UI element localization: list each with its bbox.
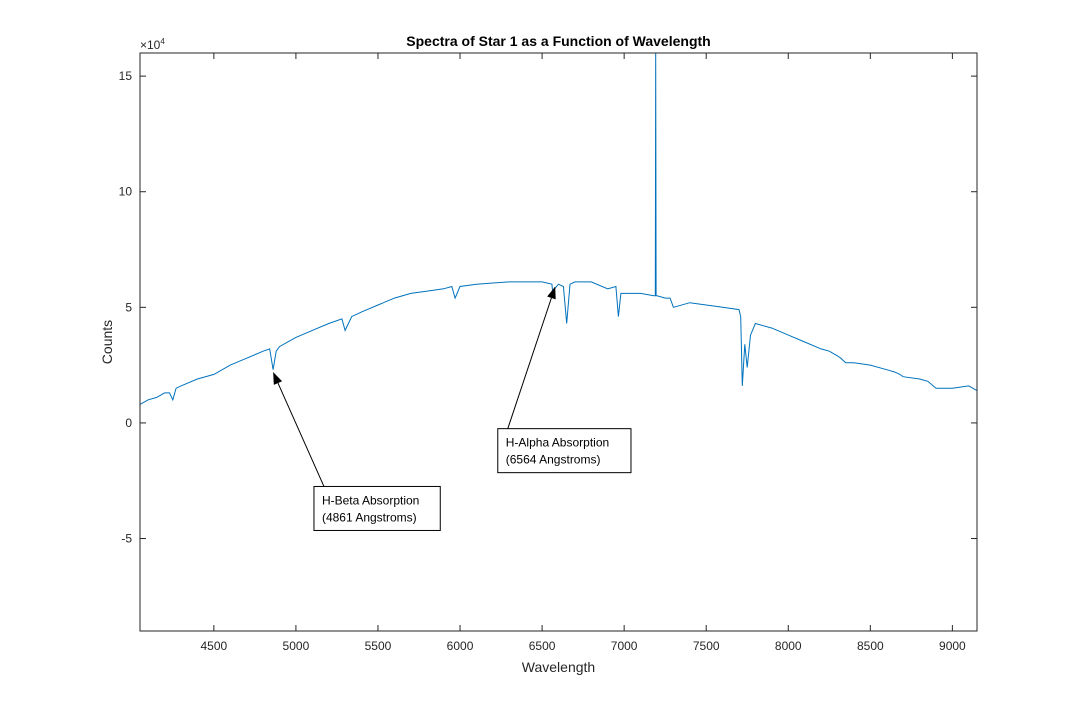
plot-area-background [140, 53, 977, 631]
annotation-line2: (6564 Angstroms) [506, 453, 601, 467]
spectrum-line-series-1 [140, 53, 977, 405]
y-axis-label: Counts [99, 320, 115, 364]
y-exponent-label: ×104 [140, 37, 165, 52]
x-tick-label: 5000 [283, 639, 310, 653]
annotation-box [313, 485, 441, 531]
plot-area-frame [139, 52, 978, 632]
x-tick-label: 8500 [857, 639, 884, 653]
x-tick-label: 5500 [365, 639, 392, 653]
x-tick-label: 6500 [529, 639, 556, 653]
x-tick-label: 7000 [611, 639, 638, 653]
annotation-line1: H-Alpha Absorption [506, 436, 609, 450]
annotation-arrow-line [277, 382, 325, 487]
axis-ticks [140, 53, 977, 631]
x-tick-label: 6000 [447, 639, 474, 653]
x-axis-label: Wavelength [522, 659, 595, 675]
x-tick-label: 8000 [775, 639, 802, 653]
series-group [140, 53, 977, 405]
annotation-line1: H-Beta Absorption [322, 493, 419, 507]
annotation-arrow-head [273, 372, 283, 385]
y-exponent-base: ×10 [140, 38, 161, 52]
annotations: H-Beta Absorption (4861 Angstroms) H-Alpha… [273, 286, 632, 531]
x-tick-label: 7500 [693, 639, 720, 653]
y-tick-label: -5 [121, 532, 132, 546]
y-tick-label: 15 [119, 69, 133, 83]
y-tick-label: 0 [125, 416, 132, 430]
annotation-arrow-line [507, 297, 552, 429]
annotation-2: H-Alpha Absorption (6564 Angstroms) [497, 286, 632, 474]
x-tick-labels: 4500 5000 5500 6000 6500 7000 7500 8000 8500 9000 [201, 639, 967, 653]
y-tick-label: 10 [119, 185, 133, 199]
x-tick-label: 4500 [201, 639, 228, 653]
y-exponent-power: 4 [160, 37, 165, 46]
y-tick-labels: -5 0 5 10 15 [119, 69, 133, 545]
x-tick-label: 9000 [939, 639, 966, 653]
annotation-arrow-head [547, 286, 556, 300]
annotation-line2: (4861 Angstroms) [322, 510, 417, 524]
annotation-1: H-Beta Absorption (4861 Angstroms) [273, 372, 441, 531]
y-tick-label: 5 [125, 300, 132, 314]
chart-title: Spectra of Star 1 as a Function of Wavel… [406, 33, 710, 49]
annotation-box [497, 428, 632, 474]
